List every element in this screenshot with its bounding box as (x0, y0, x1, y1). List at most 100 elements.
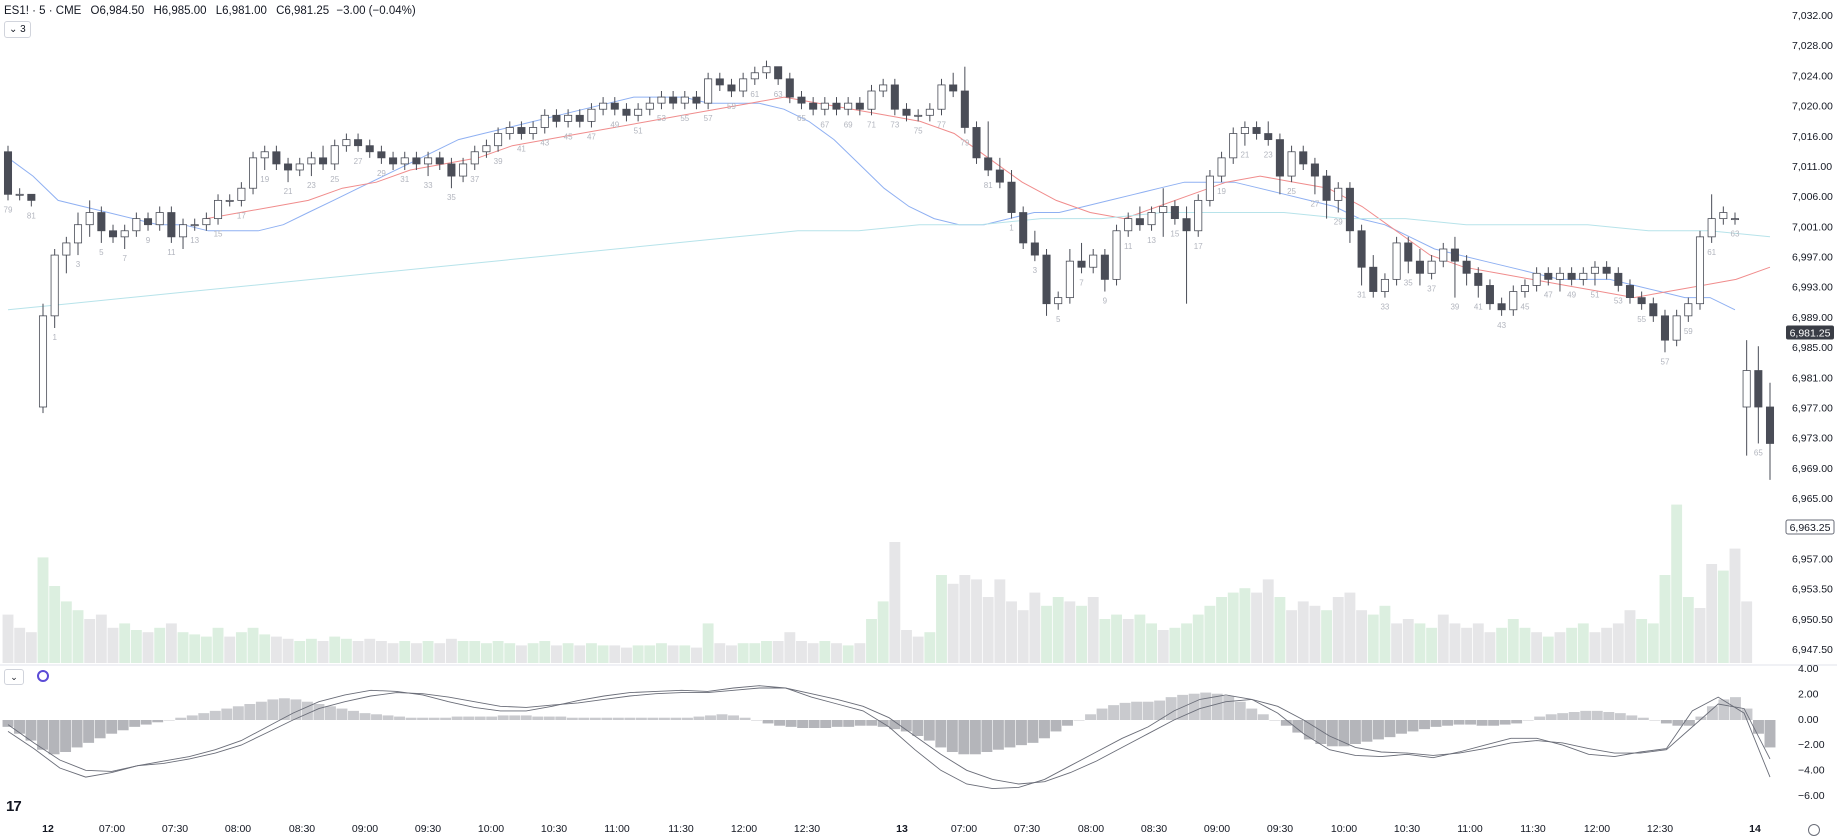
macd-histogram-bar (48, 720, 60, 755)
macd-histogram-bar (1292, 720, 1304, 733)
macd-histogram-bar (1545, 714, 1557, 720)
candle-up (634, 108, 643, 116)
volume-bar (14, 627, 26, 663)
volume-bar (597, 645, 609, 663)
candle-down (785, 78, 794, 98)
price-axis-label: 6,985.00 (1792, 342, 1833, 354)
symbol-title[interactable]: ES1! · 5 · CME (4, 5, 82, 17)
volume-bar (1531, 632, 1543, 663)
candle-down (1660, 315, 1669, 341)
macd-histogram-bar (716, 714, 728, 720)
candle-up (680, 96, 689, 104)
candle-up (120, 230, 129, 238)
volume-bar (1566, 627, 1578, 663)
macd-indicator-icon[interactable] (37, 670, 49, 682)
candle-down (995, 169, 1004, 183)
tradingview-logo-icon[interactable]: 17 (6, 798, 22, 815)
volume-bar (1402, 619, 1414, 663)
time-axis-label: 09:00 (1204, 823, 1230, 835)
macd-histogram-bar (117, 720, 129, 731)
candle-up (1695, 236, 1705, 305)
macd-histogram-bar (854, 720, 866, 726)
volume-bar (294, 641, 306, 663)
candle-down (960, 90, 969, 128)
candle-up (249, 157, 258, 189)
macd-histogram-bar (820, 720, 832, 728)
volume-bar (866, 619, 877, 663)
macd-histogram-bar (1522, 720, 1534, 721)
candle-down (1100, 254, 1109, 280)
macd-histogram-bar (1165, 697, 1177, 720)
candle-up (1287, 151, 1296, 177)
bar-count-label: 25 (1287, 187, 1296, 196)
price-axis-label: 6,950.50 (1792, 614, 1833, 626)
bar-count-label: 11 (167, 248, 176, 257)
macd-histogram-bar (1753, 720, 1764, 734)
candle-up (529, 127, 538, 134)
macd-histogram-bar (1154, 700, 1166, 720)
macd-histogram-bar (405, 717, 417, 720)
volume-bar (1192, 614, 1204, 663)
bar-count-label: 29 (1334, 218, 1343, 227)
price-axis-label: 7,016.00 (1792, 131, 1833, 143)
time-axis-label: 07:00 (951, 823, 977, 835)
macd-histogram-bar (520, 715, 532, 720)
indicators-toggle-button[interactable]: ⌄ 3 (4, 21, 31, 38)
volume-bar (492, 641, 504, 663)
volume-bar (737, 643, 749, 663)
macd-histogram-bar (935, 720, 947, 748)
volume-bar (539, 641, 551, 663)
macd-histogram-bar (1557, 713, 1569, 720)
candle-up (1334, 187, 1343, 201)
volume-bar (1274, 597, 1286, 663)
candle-up (925, 108, 934, 116)
macd-histogram-bar (843, 720, 855, 727)
time-axis-label: 09:00 (352, 823, 378, 835)
macd-histogram-bar (555, 716, 567, 720)
candle-down (1252, 127, 1261, 134)
volume-bar (329, 636, 341, 663)
macd-histogram-bar (394, 716, 406, 720)
bar-count-label: 71 (867, 120, 876, 129)
candle-up (505, 127, 514, 134)
candle-up (1147, 212, 1156, 226)
macd-histogram-bar (1372, 720, 1384, 740)
macd-histogram-bar (60, 720, 72, 752)
bar-count-label: 67 (820, 120, 829, 129)
candle-up (38, 315, 48, 408)
macd-histogram-bar (37, 720, 49, 750)
symbol-legend[interactable]: ES1! · 5 · CME O6,984.50 H6,985.00 L6,98… (4, 5, 416, 17)
bar-count-label: 1 (52, 333, 57, 342)
macd-axis-label: −4.00 (1798, 765, 1825, 777)
volume-bar (200, 636, 212, 663)
bar-count-label: 7 (1079, 278, 1084, 287)
macd-histogram-bar (106, 720, 118, 734)
volume-bar (1694, 608, 1706, 663)
macd-axis[interactable]: 4.00 2.00 0.00 −2.00 −4.00 −6.00 (1798, 663, 1825, 802)
volume-bar (480, 643, 492, 663)
candle-down (1765, 406, 1775, 444)
volume-bar (515, 645, 527, 663)
macd-histogram-bar (900, 720, 912, 732)
chart-settings-icon[interactable] (1808, 824, 1820, 836)
volume-bar (1169, 627, 1181, 663)
macd-histogram-bar (1499, 720, 1511, 725)
candle-up (237, 187, 246, 201)
macd-histogram-bar (14, 720, 25, 734)
time-axis[interactable]: 12 07:00 07:30 08:00 08:30 09:00 09:30 10:00 10:… (42, 823, 1761, 835)
macd-pane-collapse-button[interactable]: ⌄ (4, 669, 24, 685)
candle-up (459, 163, 468, 177)
volume-bar (445, 638, 457, 663)
volume-bar (177, 632, 189, 663)
macd-histogram-bar (348, 710, 359, 720)
volume-bar (1239, 588, 1251, 663)
macd-histogram-bar (83, 720, 95, 743)
volume-bar (352, 641, 364, 663)
bar-count-label: 27 (1310, 199, 1319, 208)
macd-histogram-bar (578, 717, 590, 720)
macd-histogram-bar (428, 717, 440, 720)
volume-bar (1554, 632, 1566, 663)
bar-count-label: 37 (470, 175, 479, 184)
macd-histogram-bar (1108, 705, 1120, 720)
